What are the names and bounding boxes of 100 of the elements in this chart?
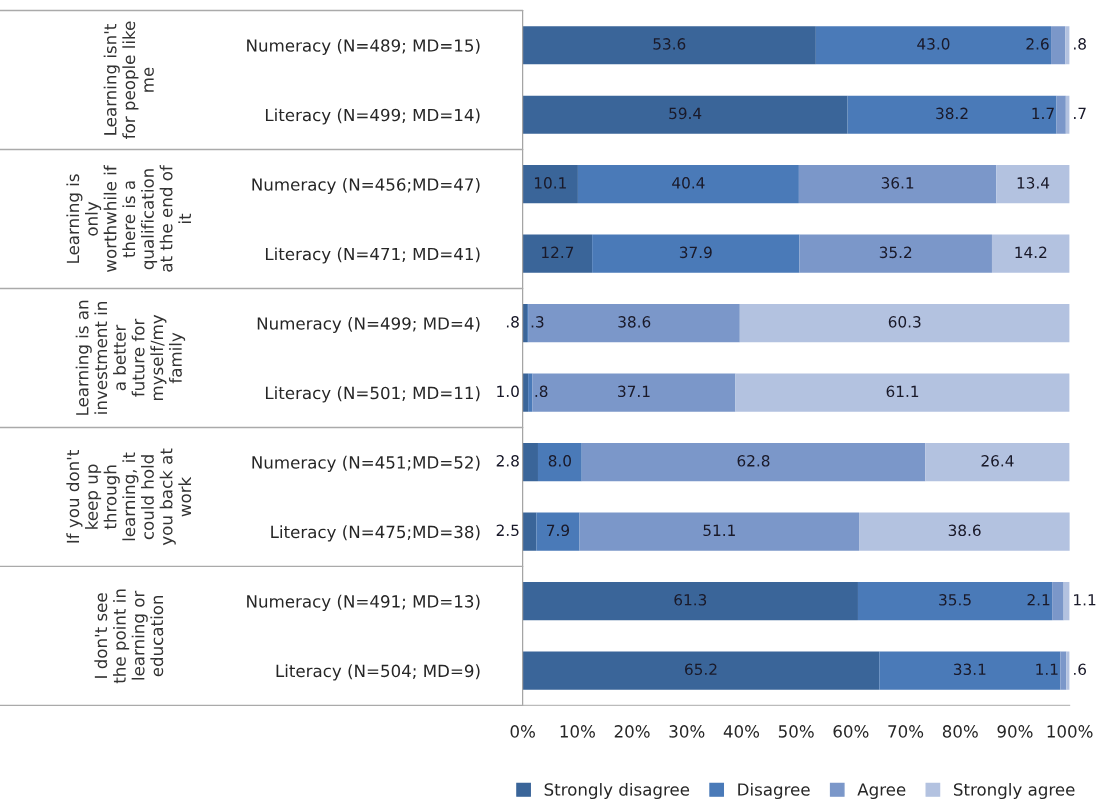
data-label: 40.4 <box>672 177 705 189</box>
data-label: 37.1 <box>618 385 650 398</box>
bar <box>579 512 860 551</box>
bar <box>1065 26 1070 65</box>
bar <box>739 304 1070 343</box>
data-label: 1.7 <box>1032 107 1054 119</box>
data-label: 2.1 <box>1027 594 1050 606</box>
x-tick-label: 20% <box>614 725 650 738</box>
bar <box>522 234 593 273</box>
legend-label: Agree <box>857 783 906 800</box>
data-label: .3 <box>531 316 544 328</box>
data-label: 36.1 <box>881 177 914 189</box>
data-label: 35.5 <box>939 594 971 606</box>
data-label: .6 <box>1074 663 1087 676</box>
legend-label: Disagree <box>738 782 810 800</box>
data-label: 51.1 <box>703 524 735 537</box>
bar <box>528 304 740 343</box>
bar <box>592 234 800 273</box>
data-label: 26.4 <box>981 455 1014 467</box>
y-tick-label: Numeracy (N=451;MD=52) <box>252 455 480 472</box>
y-tick-label: Literacy (N=504; MD=9) <box>276 664 480 681</box>
text: If you don't keep up through learning, it could hold you back at work <box>66 448 192 546</box>
x-tick-label: 90% <box>997 725 1033 738</box>
bar <box>522 373 529 412</box>
bar <box>522 26 816 65</box>
y-tick-label: Literacy (N=475;MD=38) <box>271 525 480 542</box>
x-tick-label: 80% <box>942 725 978 738</box>
data-label: 60.3 <box>888 316 921 328</box>
data-label: 38.6 <box>948 524 981 537</box>
bar <box>996 165 1070 204</box>
y-tick-label: Numeracy (N=489; MD=15) <box>247 38 480 56</box>
y-tick-label: Literacy (N=499; MD=14) <box>265 108 480 125</box>
data-label: 35.2 <box>879 246 912 259</box>
x-tick-label: 30% <box>669 725 705 738</box>
bar <box>991 234 1070 273</box>
data-label: 38.6 <box>618 316 651 328</box>
text: Learning is an investment in a better future for myself/my family <box>75 300 186 415</box>
data-label: 10.1 <box>534 177 566 189</box>
bar <box>522 165 578 204</box>
bar <box>522 512 537 551</box>
x-tick-label: 100% <box>1047 725 1093 738</box>
data-label: 61.3 <box>674 594 707 606</box>
bar <box>522 651 880 690</box>
bar <box>857 582 1053 621</box>
bar <box>581 443 926 482</box>
text: Learning is only worthwhile if there is a qualification at the end of it <box>66 164 191 272</box>
data-label: 33.1 <box>953 663 986 676</box>
bar <box>522 582 858 621</box>
data-label: .8 <box>506 316 519 328</box>
data-label: 12.7 <box>542 246 574 258</box>
bar <box>522 304 528 343</box>
x-tick-label: 40% <box>723 725 760 738</box>
data-label: 14.2 <box>1015 246 1047 258</box>
y-tick-label: Numeracy (N=491; MD=13) <box>247 594 480 611</box>
bar <box>798 165 997 204</box>
bar <box>522 95 848 134</box>
data-label: 13.4 <box>1017 177 1050 189</box>
bar <box>537 443 582 482</box>
bar <box>1056 95 1066 134</box>
legend-label: Strongly agree <box>953 782 1075 800</box>
bar <box>1051 26 1066 65</box>
bar <box>1066 651 1070 690</box>
y-tick-label: Numeracy (N=456;MD=47) <box>252 177 480 195</box>
bar <box>528 373 533 412</box>
data-label: 38.2 <box>936 107 968 120</box>
bar <box>577 165 799 204</box>
bar <box>1052 582 1064 621</box>
data-label: 2.5 <box>496 524 519 537</box>
text: Learning isn't for people like me <box>103 21 154 139</box>
data-label: 1.1 <box>1036 663 1058 675</box>
bar <box>859 512 1070 551</box>
x-tick-label: 70% <box>888 725 924 738</box>
data-label: 65.2 <box>685 663 717 676</box>
bar <box>532 373 736 412</box>
data-label: .8 <box>1074 38 1086 50</box>
bar <box>847 95 1057 134</box>
y-tick-label: Numeracy (N=499; MD=4) <box>257 316 480 333</box>
x-tick-label: 50% <box>778 725 814 738</box>
x-tick-label: 10% <box>560 725 595 738</box>
bar <box>815 26 1052 65</box>
data-label: 8.0 <box>548 455 571 467</box>
data-label: 7.9 <box>547 524 570 537</box>
data-label: 37.9 <box>679 246 712 259</box>
data-label: 59.4 <box>669 107 702 120</box>
data-label: 43.0 <box>917 38 950 50</box>
bar <box>799 234 992 273</box>
bar <box>925 443 1070 482</box>
x-tick-label: 0% <box>510 725 535 738</box>
bar <box>735 373 1070 412</box>
data-label: 53.6 <box>653 38 686 50</box>
legend-label: Strongly disagree <box>544 782 690 800</box>
y-tick-label: Literacy (N=471; MD=41) <box>265 247 480 264</box>
data-label: 2.8 <box>496 455 519 467</box>
data-label: 61.1 <box>886 385 919 398</box>
y-tick-label: Literacy (N=501; MD=11) <box>265 386 480 403</box>
data-label: 1.0 <box>497 385 519 398</box>
data-label: .8 <box>535 385 548 398</box>
bar <box>522 443 538 482</box>
bar <box>879 651 1061 690</box>
data-label: 62.8 <box>737 455 770 467</box>
